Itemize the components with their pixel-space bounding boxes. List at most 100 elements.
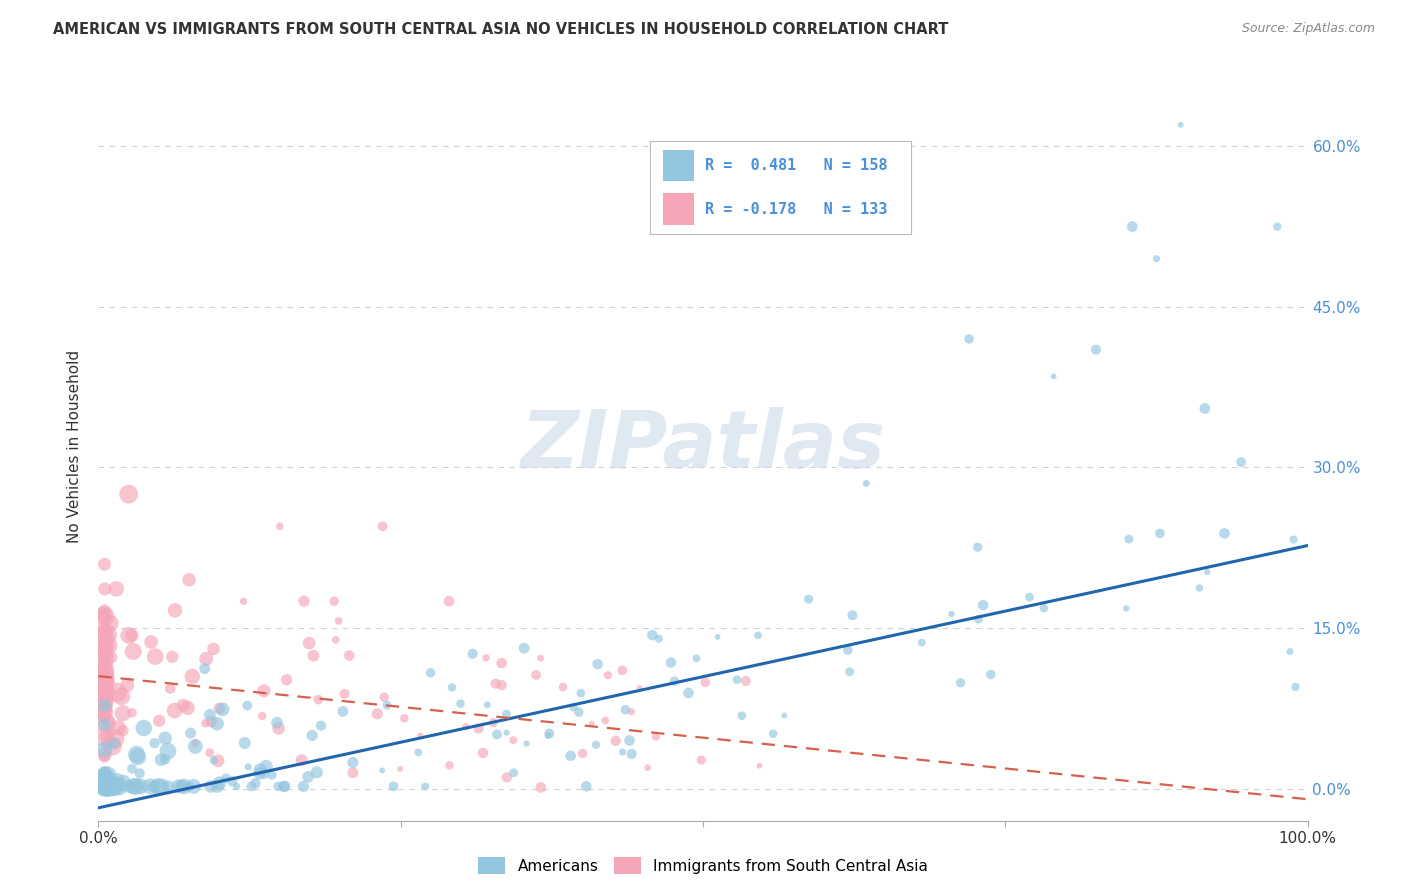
Point	[93, 770, 115, 784]
Point	[477, 698, 499, 712]
Point	[93, 691, 115, 706]
Point	[93, 675, 115, 690]
Point	[93, 608, 115, 623]
Point	[267, 722, 290, 736]
Point	[96, 730, 118, 744]
Point	[972, 598, 994, 612]
Point	[93, 698, 115, 712]
Point	[98, 780, 121, 794]
Point	[302, 648, 325, 663]
Point	[706, 630, 728, 644]
Point	[142, 780, 165, 794]
Text: Source: ZipAtlas.com: Source: ZipAtlas.com	[1241, 22, 1375, 36]
Point	[103, 731, 125, 746]
Point	[101, 739, 124, 754]
Point	[269, 519, 291, 533]
Point	[107, 780, 129, 794]
Point	[678, 686, 700, 700]
Point	[107, 721, 129, 735]
Point	[100, 780, 122, 794]
Point	[328, 614, 350, 628]
Point	[485, 676, 508, 690]
Point	[93, 700, 115, 714]
Point	[100, 616, 122, 631]
Point	[249, 763, 271, 777]
Point	[139, 780, 162, 794]
Point	[200, 714, 222, 729]
Point	[1146, 252, 1168, 266]
Point	[966, 540, 988, 554]
Point	[111, 706, 134, 721]
Point	[93, 657, 115, 671]
Point	[236, 698, 259, 713]
Point	[93, 780, 115, 794]
Point	[957, 332, 980, 346]
Point	[537, 729, 560, 743]
Point	[530, 651, 553, 665]
Point	[184, 739, 207, 754]
Point	[124, 780, 146, 794]
Point	[93, 780, 115, 794]
Point	[94, 650, 117, 665]
Point	[93, 766, 115, 780]
Point	[273, 780, 295, 794]
Point	[112, 776, 135, 790]
Point	[371, 764, 394, 778]
Point	[252, 709, 274, 723]
Point	[375, 698, 398, 713]
Point	[98, 716, 121, 731]
Point	[118, 628, 141, 642]
Point	[437, 594, 460, 608]
Point	[301, 728, 323, 742]
Point	[93, 709, 115, 723]
Point	[298, 636, 321, 650]
Point	[93, 780, 115, 794]
Y-axis label: No Vehicles in Household: No Vehicles in Household	[67, 350, 83, 542]
Point	[173, 780, 195, 794]
Point	[183, 780, 205, 794]
Point	[240, 780, 263, 794]
Point	[273, 780, 295, 794]
Point	[516, 737, 538, 751]
Point	[485, 727, 508, 741]
Point	[211, 702, 233, 716]
Point	[233, 736, 256, 750]
Point	[96, 768, 118, 782]
Point	[93, 671, 115, 685]
Point	[967, 612, 990, 626]
Point	[309, 718, 332, 732]
Point	[596, 668, 619, 682]
Point	[93, 698, 115, 713]
Point	[105, 582, 128, 596]
Point	[659, 656, 682, 670]
Point	[94, 582, 117, 596]
Point	[93, 665, 115, 680]
Point	[215, 771, 238, 785]
Point	[93, 747, 115, 761]
Point	[1118, 532, 1140, 546]
Point	[491, 656, 513, 670]
Point	[221, 774, 243, 789]
Point	[205, 716, 228, 731]
Point	[93, 780, 115, 794]
Point	[93, 682, 115, 697]
Point	[93, 780, 115, 794]
Point	[208, 776, 231, 790]
Point	[1115, 601, 1137, 615]
Point	[253, 683, 276, 698]
Point	[495, 770, 517, 784]
Point	[641, 628, 664, 642]
Point	[200, 780, 222, 794]
Point	[586, 657, 609, 672]
Point	[202, 753, 225, 767]
Point	[179, 780, 201, 794]
Point	[366, 706, 388, 721]
Point	[121, 706, 143, 720]
Point	[585, 738, 607, 752]
Point	[163, 704, 186, 718]
Point	[1197, 565, 1219, 579]
Point	[530, 780, 553, 795]
Point	[207, 780, 229, 794]
Point	[93, 675, 115, 690]
Point	[93, 643, 115, 657]
